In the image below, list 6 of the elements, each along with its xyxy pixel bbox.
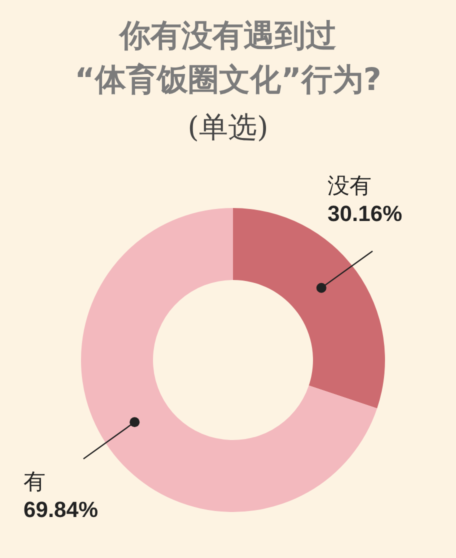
chart-title: 你有没有遇到过 “体育饭圈文化”行为? (74, 18, 382, 98)
chart-subtitle: (单选) (186, 109, 270, 146)
slice-label: 有 (23, 470, 46, 495)
slice-label: 没有 (328, 174, 372, 200)
data-label: 69.84% (23, 496, 98, 522)
data-label: 30.16% (328, 201, 402, 226)
